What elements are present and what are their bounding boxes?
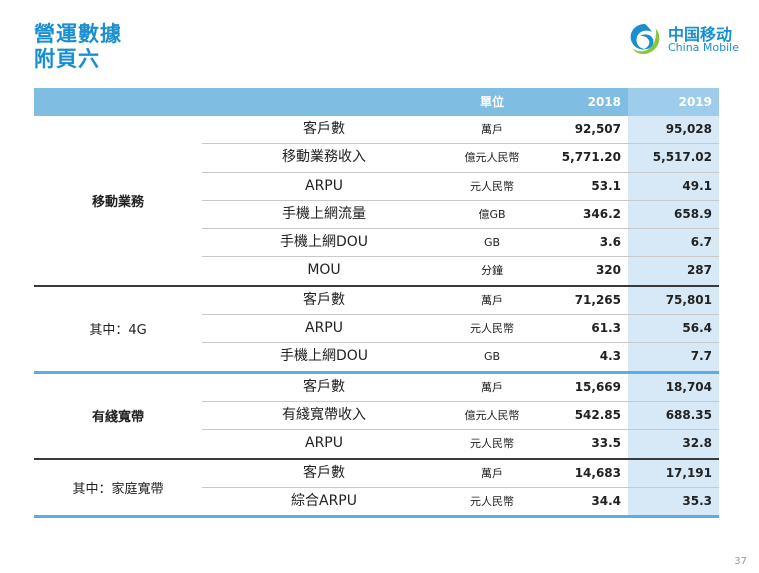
unit-cell: GB: [483, 236, 501, 250]
unit-cell: 元人民幣: [470, 179, 514, 193]
category-label: 移動業務: [91, 194, 144, 210]
table-row: 手機上網DOU GB 4.3 7.7: [202, 343, 719, 370]
table-row: 有綫寬帶收入 億元人民幣 542.85 688.35: [202, 402, 719, 431]
category-label: 其中：4G: [89, 323, 147, 339]
metric-cell: 客戶數: [303, 121, 345, 137]
header-unit: 單位: [479, 95, 504, 109]
page-title: 營運數據 附頁六: [34, 22, 122, 72]
value-2018-cell: 320: [595, 263, 621, 278]
unit-cell: 萬戶: [481, 293, 503, 307]
unit-cell: 億元人民幣: [464, 408, 520, 422]
value-2019-cell: 287: [686, 263, 712, 278]
value-2018-cell: 346.2: [583, 206, 621, 221]
unit-cell: 元人民幣: [470, 437, 514, 451]
metric-cell: 綜合ARPU: [291, 492, 357, 509]
unit-cell: GB: [483, 350, 501, 364]
header-2019-highlight: [628, 88, 719, 116]
table-section: 移動業務 客戶數 萬戶 92,507 95,028 移動業務收入 億元人民幣 5,771.20…: [34, 116, 719, 285]
table-row: ARPU 元人民幣 33.5 32.8: [202, 430, 719, 457]
metric-cell: 客戶數: [303, 291, 345, 308]
table-row: 綜合ARPU 元人民幣 34.4 35.3: [202, 488, 719, 515]
table-row: 移動業務收入 億元人民幣 5,771.20 5,517.02: [202, 144, 719, 173]
column-2019-highlight: [628, 373, 719, 458]
unit-cell: 億GB: [478, 207, 506, 221]
unit-cell: 元人民幣: [470, 322, 514, 336]
section-divider: [34, 284, 719, 287]
value-2019-cell: 688.35: [665, 407, 712, 422]
value-2019-cell: 56.4: [682, 321, 712, 336]
table-row: 手機上網DOU GB 3.6 6.7: [202, 229, 719, 258]
section-divider: [34, 370, 719, 374]
value-2018-cell: 15,669: [574, 379, 621, 394]
title-line-1: 營運數據: [34, 22, 122, 46]
logo-chinese-text: 中国移动: [668, 25, 733, 44]
metric-cell: 移動業務收入: [282, 149, 366, 166]
header-2018: 2018: [587, 95, 621, 109]
table-section: 其中：4G 客戶數 萬戶 71,265 75,801 ARPU 元人民幣 61.3 56.4 手機…: [34, 286, 719, 371]
table-row: 手機上網流量 億GB 346.2 658.9: [202, 201, 719, 230]
value-2018-cell: 34.4: [591, 493, 621, 508]
metric-cell: 有綫寬帶收入: [282, 406, 366, 423]
table-header-row: 單位 2018 2019: [34, 88, 719, 116]
table-row: 客戶數 萬戶 14,683 17,191: [202, 460, 719, 488]
metric-cell: 客戶數: [303, 464, 345, 481]
metric-cell: ARPU: [305, 435, 343, 452]
value-2019-cell: 35.3: [682, 493, 712, 508]
china-mobile-logo: 中国移动 China Mobile: [626, 20, 746, 60]
table-section: 其中：家庭寬帶 客戶數 萬戶 14,683 17,191 綜合ARPU 元人民幣 34.4 35…: [34, 459, 719, 516]
operating-data-table: 單位 2018 2019 移動業務 客戶數 萬戶 92,507 95,028 移動業務收入…: [34, 88, 719, 519]
section-divider: [34, 457, 719, 460]
unit-cell: 分鐘: [481, 264, 503, 278]
value-2018-cell: 61.3: [591, 321, 621, 336]
title-line-2: 附頁六: [34, 47, 100, 71]
category-label: 有綫寬帶: [91, 410, 144, 426]
value-2019-cell: 95,028: [665, 122, 712, 136]
metric-cell: ARPU: [305, 320, 343, 337]
header-2019: 2019: [678, 95, 712, 109]
value-2018-cell: 71,265: [574, 292, 621, 307]
unit-cell: 億元人民幣: [464, 151, 520, 165]
value-2019-cell: 18,704: [665, 379, 712, 394]
value-2019-cell: 49.1: [682, 178, 712, 193]
value-2018-cell: 542.85: [574, 407, 621, 422]
value-2019-cell: 7.7: [690, 349, 712, 364]
value-2018-cell: 5,771.20: [561, 150, 621, 165]
value-2019-cell: 32.8: [682, 436, 712, 451]
metric-cell: 手機上網DOU: [279, 348, 369, 365]
metric-cell: 手機上網DOU: [279, 234, 369, 251]
china-mobile-swirl-icon: [630, 24, 660, 55]
table-row: ARPU 元人民幣 61.3 56.4: [202, 315, 719, 344]
value-2018-cell: 33.5: [591, 436, 621, 451]
value-2018-cell: 53.1: [591, 178, 621, 193]
value-2019-cell: 75,801: [665, 292, 712, 307]
table-row: 客戶數 萬戶 71,265 75,801: [202, 287, 719, 316]
table-body: 移動業務 客戶數 萬戶 92,507 95,028 移動業務收入 億元人民幣 5,771.20…: [34, 116, 719, 519]
table-row: ARPU 元人民幣 53.1 49.1: [202, 173, 719, 201]
column-2019-highlight: [628, 286, 719, 371]
value-2018-cell: 92,507: [574, 122, 621, 136]
value-2019-cell: 5,517.02: [652, 150, 712, 165]
value-2018-cell: 4.3: [599, 349, 621, 364]
value-2019-cell: 6.7: [690, 235, 712, 250]
table-section: 有綫寬帶 客戶數 萬戶 15,669 18,704 有綫寬帶收入 億元人民幣 542.85 68…: [34, 373, 719, 458]
page-number: 37: [734, 556, 747, 567]
section-divider: [34, 515, 719, 519]
category-label: 其中：家庭寬帶: [72, 481, 164, 497]
metric-cell: 客戶數: [303, 378, 345, 395]
metric-cell: 手機上網流量: [282, 205, 366, 222]
unit-cell: 萬戶: [481, 380, 503, 394]
table-row: 客戶數 萬戶 15,669 18,704: [202, 374, 719, 402]
logo-english-text: China Mobile: [668, 41, 740, 54]
value-2018-cell: 14,683: [574, 465, 621, 480]
metric-cell: ARPU: [305, 177, 343, 194]
table-row: MOU 分鐘 320 287: [202, 257, 719, 284]
unit-cell: 萬戶: [481, 123, 503, 136]
metric-cell: MOU: [307, 262, 341, 279]
value-2019-cell: 17,191: [665, 465, 712, 480]
value-2019-cell: 658.9: [674, 206, 712, 221]
unit-cell: 萬戶: [481, 466, 503, 480]
value-2018-cell: 3.6: [599, 235, 621, 250]
table-row: 客戶數 萬戶 92,507 95,028: [202, 116, 719, 145]
unit-cell: 元人民幣: [470, 494, 514, 508]
